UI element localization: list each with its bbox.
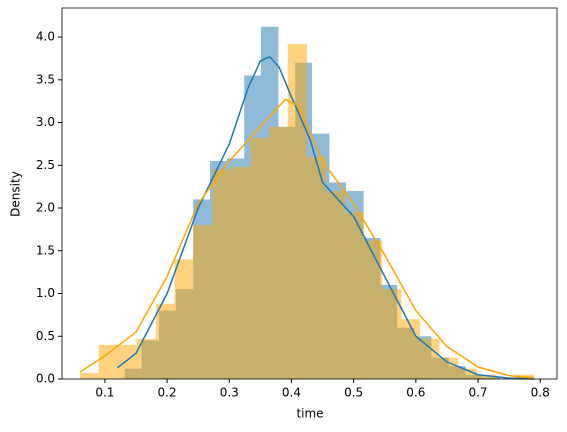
histogram-bar — [287, 43, 308, 379]
x-tick-label: 0.4 — [282, 386, 301, 400]
histogram-bar — [212, 169, 232, 379]
y-tick-label: 3.5 — [36, 72, 55, 86]
plot-frame — [61, 7, 558, 380]
histogram-bar — [344, 212, 364, 379]
y-tick-label: 1.5 — [36, 243, 55, 257]
histogram-bar — [458, 368, 477, 379]
x-tick-label: 0.8 — [531, 386, 550, 400]
x-tick-label: 0.6 — [406, 386, 425, 400]
y-axis-label: Density — [9, 171, 23, 217]
histogram-bar — [250, 137, 270, 379]
x-axis-label: time — [296, 407, 323, 421]
histogram-bar — [98, 344, 118, 379]
histogram-bar — [363, 240, 383, 379]
y-tick-label: 0.0 — [36, 372, 55, 386]
y-tick-label: 3.0 — [36, 115, 55, 129]
histogram-bar — [476, 374, 497, 379]
histogram-bar — [80, 373, 99, 379]
y-tick-label: 2.0 — [36, 201, 55, 215]
x-tick-label: 0.2 — [158, 386, 177, 400]
histogram-bar — [420, 338, 440, 379]
y-tick-label: 1.0 — [36, 286, 55, 300]
x-tick-label: 0.7 — [468, 386, 487, 400]
x-tick-label: 0.1 — [95, 386, 114, 400]
histogram-bar — [325, 190, 345, 379]
histogram-bar — [231, 167, 251, 379]
x-tick-label: 0.3 — [220, 386, 239, 400]
x-tick-label: 0.5 — [344, 386, 363, 400]
histogram-bar — [382, 289, 402, 379]
kde-line — [116, 55, 535, 380]
histogram-bar — [136, 338, 156, 379]
histogram-bar — [269, 126, 288, 380]
histogram-bar — [193, 225, 213, 379]
histogram-bar — [155, 303, 175, 379]
histogram-bar — [117, 344, 137, 379]
y-tick-label: 0.5 — [36, 329, 55, 343]
histogram-bar — [439, 357, 459, 379]
histogram-bar — [307, 156, 326, 379]
kde-line — [79, 98, 535, 379]
y-tick-label: 4.0 — [36, 30, 55, 44]
histogram-bar — [174, 259, 194, 379]
y-tick-label: 2.5 — [36, 158, 55, 172]
